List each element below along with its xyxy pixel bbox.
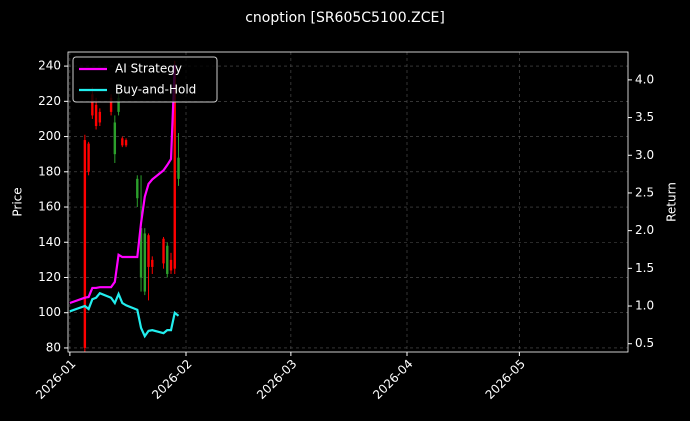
candle-body bbox=[91, 94, 94, 116]
candle-body bbox=[177, 157, 180, 179]
y2-tick-label: 3.5 bbox=[635, 110, 654, 124]
legend-label: Buy-and-Hold bbox=[115, 83, 196, 97]
y-tick-label: 100 bbox=[38, 305, 61, 319]
y-tick-label: 220 bbox=[38, 94, 61, 108]
y-axis-label: Price bbox=[11, 187, 25, 216]
y-tick-label: 120 bbox=[38, 270, 61, 284]
y-tick-label: 200 bbox=[38, 129, 61, 143]
candle-body bbox=[87, 143, 90, 172]
plot-area bbox=[69, 60, 180, 352]
x-tick-label: 2026-02 bbox=[149, 357, 194, 402]
y2-tick-label: 0.5 bbox=[635, 336, 654, 350]
candle-body bbox=[143, 233, 146, 292]
y2-tick-label: 1.5 bbox=[635, 261, 654, 275]
candle-body bbox=[124, 140, 128, 146]
candle-body bbox=[121, 138, 124, 146]
y2-tick-label: 2.0 bbox=[635, 223, 654, 237]
candle-body bbox=[147, 235, 150, 267]
y-tick-label: 240 bbox=[38, 59, 61, 73]
y-tick-label: 180 bbox=[38, 164, 61, 178]
x-tick-label: 2026-04 bbox=[370, 357, 415, 402]
candle-body bbox=[173, 66, 176, 269]
line-series bbox=[69, 291, 180, 339]
candle-body bbox=[109, 97, 113, 112]
y2-tick-label: 3.0 bbox=[635, 148, 654, 162]
candle-body bbox=[151, 259, 154, 267]
y2-tick-label: 4.0 bbox=[635, 72, 654, 86]
y-tick-label: 80 bbox=[46, 340, 61, 354]
line-series bbox=[69, 64, 176, 305]
y-tick-label: 160 bbox=[38, 200, 61, 214]
legend-box bbox=[72, 56, 218, 103]
y2-tick-label: 2.5 bbox=[635, 185, 654, 199]
candle-body bbox=[98, 111, 102, 123]
candle-body bbox=[83, 140, 87, 348]
candle-body bbox=[113, 122, 117, 155]
candle-body bbox=[139, 228, 143, 278]
candle-body bbox=[94, 104, 98, 126]
legend-label: AI Strategy bbox=[115, 62, 182, 76]
y2-axis-label: Return bbox=[665, 182, 679, 222]
y-tick-label: 140 bbox=[38, 235, 61, 249]
x-tick-label: 2026-03 bbox=[254, 357, 299, 402]
plot-frame bbox=[67, 51, 629, 353]
x-tick-label: 2026-01 bbox=[33, 357, 78, 402]
x-tick-label: 2026-05 bbox=[483, 357, 528, 402]
candle-body bbox=[136, 178, 139, 199]
candle-body bbox=[169, 259, 173, 271]
chart-title: cnoption [SR605C5100.ZCE] bbox=[245, 10, 445, 26]
candle-body bbox=[166, 245, 169, 274]
y2-tick-label: 1.0 bbox=[635, 299, 654, 313]
candle-body bbox=[162, 238, 165, 264]
candle-body bbox=[117, 97, 120, 112]
